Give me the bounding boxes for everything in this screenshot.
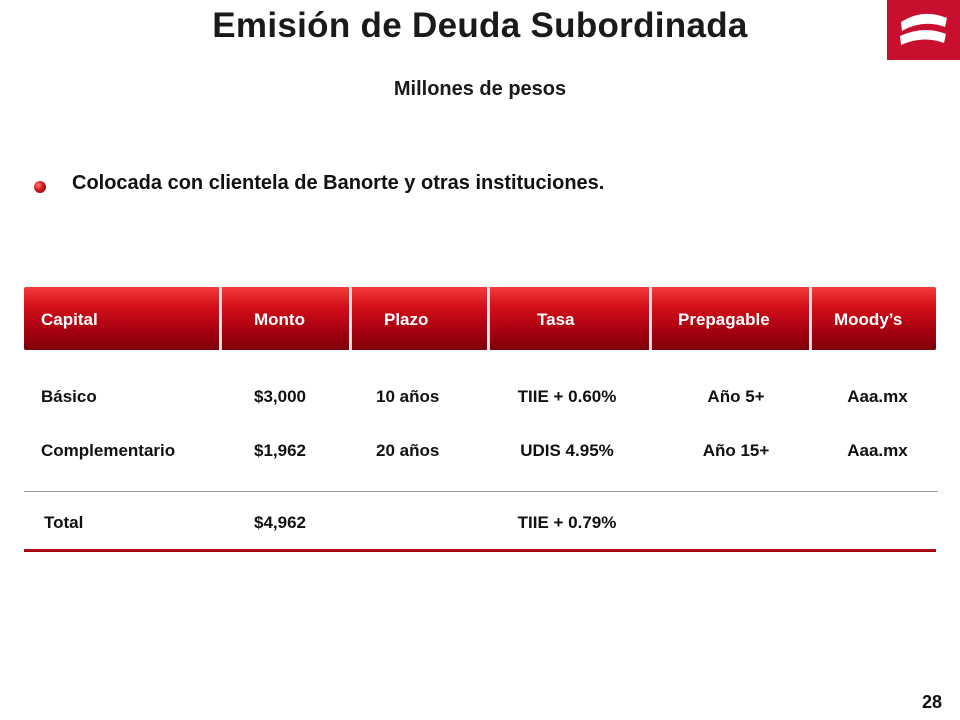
cell-capital: Complementario bbox=[41, 441, 176, 460]
cell-moodys: Aaa.mx bbox=[847, 387, 908, 406]
cell-total-monto: $4,962 bbox=[254, 513, 306, 532]
divider-line bbox=[24, 491, 938, 492]
header-prepagable: Prepagable bbox=[678, 310, 770, 329]
cell-prepagable: Año 15+ bbox=[702, 441, 770, 460]
header-divider bbox=[349, 287, 352, 350]
header-divider bbox=[219, 287, 222, 350]
cell-moodys: Aaa.mx bbox=[847, 441, 908, 460]
cell-plazo: 20 años bbox=[376, 441, 440, 460]
cell-capital: Básico bbox=[41, 387, 97, 406]
header-tasa: Tasa bbox=[537, 310, 575, 329]
cell-tasa: TIIE + 0.60% bbox=[517, 387, 617, 406]
page-number: 28 bbox=[921, 692, 942, 712]
cell-total-tasa: TIIE + 0.79% bbox=[517, 513, 617, 532]
header-divider bbox=[809, 287, 812, 350]
banorte-logo-icon bbox=[887, 0, 960, 60]
cell-monto: $3,000 bbox=[254, 387, 306, 406]
bullet-icon bbox=[34, 181, 46, 193]
table-header: Capital Monto Plazo Tasa Prepagable Mood… bbox=[24, 287, 936, 350]
header-capital: Capital bbox=[41, 310, 98, 329]
header-monto: Monto bbox=[254, 310, 305, 329]
header-plazo: Plazo bbox=[384, 310, 429, 329]
table-bottom-rule bbox=[24, 549, 936, 552]
cell-tasa: UDIS 4.95% bbox=[520, 441, 614, 460]
cell-prepagable: Año 5+ bbox=[707, 387, 765, 406]
cell-plazo: 10 años bbox=[376, 387, 440, 406]
header-divider bbox=[487, 287, 490, 350]
cell-total-label: Total bbox=[44, 513, 84, 532]
slide-title: Emisión de Deuda Subordinada bbox=[212, 6, 748, 45]
slide-subtitle: Millones de pesos bbox=[393, 78, 567, 100]
header-moodys: Moody’s bbox=[834, 310, 903, 329]
header-divider bbox=[649, 287, 652, 350]
cell-monto: $1,962 bbox=[254, 441, 306, 460]
bullet-text: Colocada con clientela de Banorte y otra… bbox=[72, 172, 605, 194]
